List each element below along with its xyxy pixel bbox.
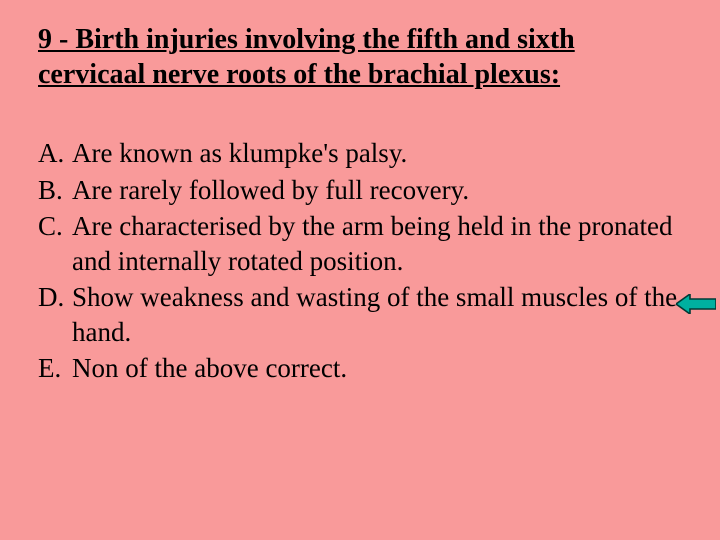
option-b: B. Are rarely followed by full recovery. <box>38 173 682 208</box>
option-a: A. Are known as klumpke's palsy. <box>38 136 682 171</box>
option-e: E. Non of the above correct. <box>38 351 682 386</box>
option-text: Non of the above correct. <box>72 351 682 386</box>
question-title: 9 - Birth injuries involving the fifth a… <box>38 22 682 92</box>
option-letter: C. <box>38 209 72 244</box>
option-text: Are characterised by the arm being held … <box>72 209 682 278</box>
option-text: Show weakness and wasting of the small m… <box>72 280 682 349</box>
options-list: A. Are known as klumpke's palsy. B. Are … <box>38 136 682 386</box>
answer-arrow-icon <box>676 294 716 314</box>
option-d: D. Show weakness and wasting of the smal… <box>38 280 682 349</box>
option-letter: B. <box>38 173 72 208</box>
option-letter: A. <box>38 136 72 171</box>
option-text: Are rarely followed by full recovery. <box>72 173 682 208</box>
option-letter: E. <box>38 351 72 386</box>
arrow-shape <box>676 294 716 314</box>
option-c: C. Are characterised by the arm being he… <box>38 209 682 278</box>
option-letter: D. <box>38 280 72 315</box>
option-text: Are known as klumpke's palsy. <box>72 136 682 171</box>
slide-container: 9 - Birth injuries involving the fifth a… <box>0 0 720 540</box>
